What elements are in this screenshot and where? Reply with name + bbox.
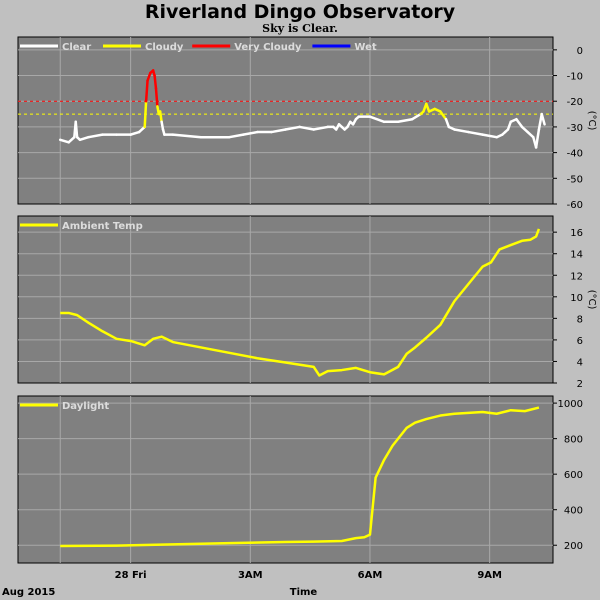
series-segment (444, 117, 451, 129)
series-segment (137, 125, 146, 134)
x-tick-label: 6AM (358, 570, 383, 581)
y-tick-label: 10 (570, 293, 583, 304)
y-tick-label: 8 (577, 314, 583, 325)
y-axis-label: (°C) (586, 290, 597, 310)
series-segment (467, 130, 484, 136)
legend-item: Cloudy (103, 42, 184, 53)
y-axis-label: (°C) (586, 111, 597, 131)
series-segment (312, 125, 329, 131)
series-segment (453, 128, 470, 134)
series-segment (515, 117, 524, 129)
plot-area (17, 215, 554, 384)
y-tick-label: 2 (577, 379, 583, 390)
x-tick-label: 28 Fri (115, 570, 147, 581)
x-tick-label: 9AM (477, 570, 502, 581)
legend-item: Wet (312, 42, 377, 53)
y-tick-label: -30 (567, 123, 583, 134)
series-segment (396, 117, 414, 124)
y-tick-label: -50 (567, 174, 583, 185)
series-segment (242, 130, 259, 136)
y-tick-label: 1000 (558, 399, 583, 410)
legend-label: Very Cloudy (234, 42, 302, 53)
series-segment (506, 120, 513, 131)
y-tick-label: 6 (577, 336, 583, 347)
series-segment (298, 125, 315, 131)
x-axis-title: Time (290, 587, 318, 598)
panel-ambient: 2 4 6 8 10 12 14 16 (°C) Ambient Temp (17, 215, 597, 390)
legend-item: Ambient Temp (20, 221, 143, 232)
legend-item: Clear (20, 42, 91, 53)
series-segment (158, 110, 163, 124)
y-tick-label: 0 (577, 46, 583, 57)
legend-label: Ambient Temp (62, 221, 143, 232)
legend-item: Very Cloudy (192, 42, 302, 53)
series-segment (58, 138, 70, 144)
page-title: Riverland Dingo Observatory (144, 1, 456, 23)
sky-status: Sky is Clear. (262, 22, 338, 35)
series-segment (160, 120, 165, 131)
y-tick-label: -10 (567, 72, 583, 83)
y-tick-label: 600 (564, 470, 583, 481)
legend-label: Clear (62, 42, 91, 53)
series-segment (143, 99, 148, 129)
series-segment (481, 133, 498, 139)
series-segment (520, 125, 529, 134)
series-segment (284, 125, 301, 131)
x-tick-label: 3AM (238, 570, 263, 581)
series-segment (129, 130, 141, 136)
series-segment (171, 133, 203, 139)
series-segment (526, 130, 535, 139)
series-segment (270, 128, 287, 134)
series-segment (153, 74, 158, 90)
y-tick-label: 12 (570, 271, 583, 282)
plot-area (17, 395, 554, 564)
legend-label: Wet (354, 42, 376, 53)
series-segment (87, 133, 104, 139)
series-segment (144, 79, 149, 103)
series-line-ambient (60, 228, 541, 377)
series-segment (534, 128, 541, 149)
series-segment (227, 133, 245, 139)
y-tick-label: 800 (564, 435, 583, 446)
series-segment (74, 120, 79, 139)
series-segment (540, 112, 546, 126)
y-tick-label: -40 (567, 149, 583, 160)
y-tick-label: 14 (570, 250, 583, 261)
legend-label: Cloudy (145, 42, 184, 53)
legend-label: Daylight (62, 401, 109, 412)
series-segment (425, 102, 431, 113)
panel-daylight: 200 400 600 800 1000 Daylight (17, 395, 583, 564)
series-line-daylight (60, 406, 540, 548)
y-tick-label: 16 (570, 228, 583, 239)
y-tick-label: 4 (577, 357, 583, 368)
y-tick-label: -20 (567, 97, 583, 108)
series-segment (439, 110, 448, 121)
series-segment (67, 135, 76, 144)
series-segment (154, 87, 159, 108)
panel-cloud: 0 -10 -20 -30 -40 -50 -60 (°C) Clear Cloudy Very C… (17, 36, 597, 211)
y-tick-label: -60 (567, 200, 583, 211)
y-tick-label: 400 (564, 506, 583, 517)
x-date-label: Aug 2015 (2, 587, 55, 598)
series-segment (78, 135, 90, 142)
legend-item: Daylight (20, 401, 109, 412)
series-segment (146, 71, 152, 82)
series-segment (410, 112, 422, 121)
y-tick-label: 200 (564, 541, 583, 552)
plot-area (17, 36, 554, 205)
series-segment (368, 115, 386, 124)
